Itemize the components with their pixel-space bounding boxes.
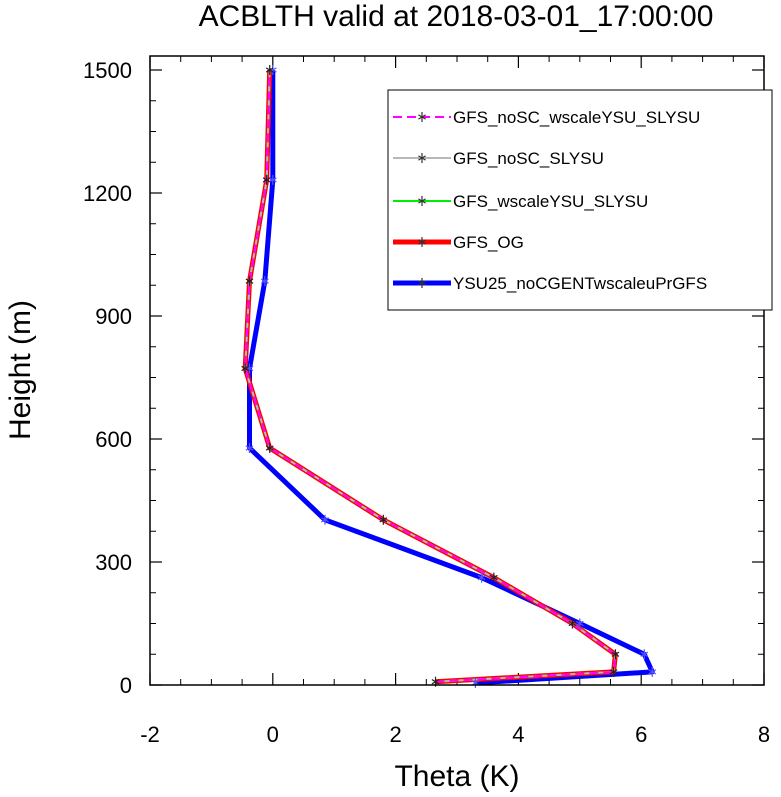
legend-label-3: GFS_OG	[453, 233, 524, 252]
y-tick-label: 600	[95, 427, 132, 452]
y-tick-label: 300	[95, 550, 132, 575]
series-marker-4	[640, 649, 649, 660]
series-marker-0	[379, 514, 388, 525]
series-marker-4	[260, 276, 269, 287]
series-marker-0	[265, 65, 274, 75]
series-markers	[241, 65, 657, 688]
series-marker-4	[245, 443, 254, 454]
series-marker-4	[321, 514, 329, 525]
series-marker-0	[265, 443, 274, 454]
series-marker-4	[648, 666, 657, 677]
series-marker-0	[611, 649, 620, 660]
series-marker-4	[268, 174, 277, 185]
legend-label-1: GFS_noSC_SLYSU	[453, 149, 604, 168]
tick-labels: -2 0 2 4 6 8 0 300 600 900 1200 1500	[83, 58, 770, 747]
series-marker-4	[268, 65, 277, 75]
legend-marker-3	[418, 237, 426, 247]
legend-box	[387, 89, 773, 311]
y-axis-label: Height (m)	[4, 300, 37, 440]
x-tick-label: 2	[389, 722, 401, 747]
legend: GFS_noSC_wscaleYSU_SLYSU GFS_noSC_SLYSU GF…	[387, 89, 773, 311]
series-marker-4	[575, 618, 584, 629]
series-marker-0	[489, 572, 498, 583]
legend-label-4: YSU25_noCGENTwscaleuPrGFS	[453, 274, 707, 293]
series-marker-0	[262, 174, 271, 185]
series-marker-0	[609, 666, 618, 677]
series-marker-4	[477, 572, 486, 583]
legend-label-2: GFS_wscaleYSU_SLYSU	[453, 192, 648, 211]
legend-marker-1	[418, 153, 426, 163]
legend-marker-4	[418, 278, 426, 288]
x-tick-label: 0	[267, 722, 279, 747]
x-tick-label: -2	[140, 722, 160, 747]
series-marker-0	[245, 276, 254, 287]
chart-title: ACBLTH valid at 2018-03-01_17:00:00	[199, 0, 714, 33]
legend-label-0: GFS_noSC_wscaleYSU_SLYSU	[453, 108, 700, 127]
y-tick-label: 0	[120, 673, 132, 698]
plot-area-frame	[149, 55, 765, 686]
x-tick-label: 6	[635, 722, 647, 747]
x-tick-label: 8	[758, 722, 770, 747]
series-marker-0	[568, 618, 577, 629]
y-tick-label: 1500	[83, 58, 132, 83]
y-tick-label: 900	[95, 304, 132, 329]
x-axis-label: Theta (K)	[394, 760, 519, 793]
legend-marker-2	[418, 196, 426, 206]
series-marker-0	[241, 363, 250, 374]
legend-marker-0	[418, 112, 426, 122]
x-tick-label: 4	[512, 722, 524, 747]
y-tick-label: 1200	[83, 181, 132, 206]
